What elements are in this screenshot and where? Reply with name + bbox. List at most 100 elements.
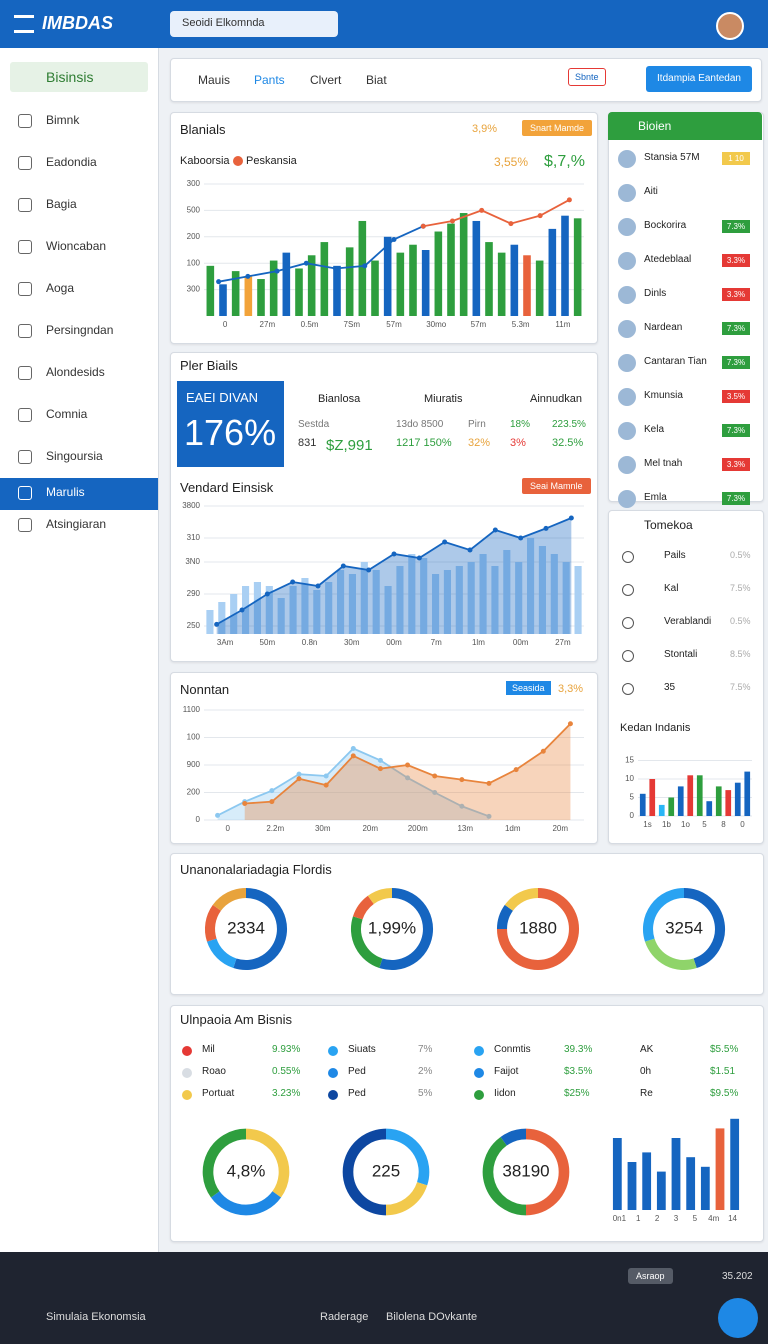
point [567,721,573,727]
bar [562,562,570,634]
bar [497,252,506,316]
x-tick-label: 00m [513,638,529,647]
bar [443,570,451,634]
nav-item: Bimnk [46,113,80,127]
x-tick-label: 7Sm [344,320,361,329]
legend-swatch [474,1046,484,1056]
person-name: Dinls [644,288,667,299]
bar [658,804,665,816]
bar [715,786,722,816]
menu-icon[interactable] [14,15,34,33]
sidebar-title: Bisinsis [10,62,148,92]
legend-label: Ainnudkan [530,393,582,405]
point [432,773,438,779]
point [269,788,275,794]
bar [360,562,368,634]
legend-swatch [182,1090,192,1100]
bar [269,260,278,316]
panel [170,672,598,844]
badge: 7.3% [722,322,750,335]
avatar[interactable] [716,12,744,40]
nav-icon [18,450,32,464]
badge: Seasida [506,681,551,695]
legend-swatch [474,1090,484,1100]
icon [622,650,634,662]
fab[interactable] [718,1298,758,1338]
point [513,767,519,773]
chart-plot: 0 5 10 15 1s 1b 1o 5 8 0 [625,756,752,829]
bar [257,279,265,316]
cell: 223.5% [552,419,586,430]
legend-swatch [233,156,243,166]
x-tick-label: 27m [555,638,571,647]
donut-label: 225 [372,1161,400,1180]
legend-value: 9.93% [272,1044,301,1055]
point [405,762,411,768]
x-tick-label: 00m [386,638,402,647]
point [479,207,485,213]
point [377,766,383,772]
legend-value: 39.3% [564,1044,593,1055]
avatar [618,388,636,406]
bar [372,570,380,634]
logo: IMBDAS [42,13,113,33]
x-tick-label: 3Am [217,638,234,647]
x-tick-label: 57m [471,320,487,329]
donut-segment [202,1128,247,1198]
legend-label: Siuats [348,1044,376,1055]
nav-item: Atsingiaran [46,517,107,531]
bar [574,566,582,634]
bar [206,265,215,316]
bar [333,265,341,316]
cell: 3% [510,437,526,449]
badge: 3.5% [722,390,750,403]
nav-icon [18,240,32,254]
cell: Sestda [298,419,330,430]
legend-swatch [474,1068,484,1078]
donut-segment [500,1128,527,1146]
bar [687,775,694,816]
nav-icon [18,198,32,212]
legend-swatch [328,1068,338,1078]
y-tick-label: 3800 [182,501,200,510]
badge: 7.3% [722,356,750,369]
donut-segment [204,904,222,942]
donut-label: 1880 [519,918,557,937]
y-tick-label: 0 [630,811,635,820]
point [391,236,397,242]
legend-label: Kaboorsia [180,155,230,167]
donut-segment [642,887,685,942]
area [216,518,572,634]
legend-label: Portuat [202,1088,235,1099]
badge: 7.3% [722,220,750,233]
legend-label: Iidon [494,1088,516,1099]
area [217,748,490,820]
y-tick-label: 310 [187,533,201,542]
nav-icon [18,366,32,380]
donut-segment [245,1128,290,1198]
donut-segment [504,887,539,912]
point [543,525,549,531]
nav-icon [18,324,32,338]
x-tick-label: 0.5m [301,320,319,329]
item-name: Verablandi [664,616,712,627]
line [423,199,570,228]
avatar [618,184,636,202]
search-box[interactable] [170,11,338,37]
x-tick-label: 4m [708,1214,719,1223]
bar [421,250,430,316]
person-name: Emla [644,492,667,503]
y-tick-label: 100 [187,733,201,742]
bar [371,260,379,316]
x-tick-label: 50m [260,638,276,647]
stat: 3,3% [558,683,584,695]
donut-segment [496,887,580,971]
bar [503,550,511,634]
point [333,265,339,271]
bar [358,220,367,316]
legend-value: $3.5% [564,1066,593,1077]
point [340,563,346,569]
tab: Pants [254,73,285,87]
bar [467,562,475,634]
point [323,782,329,788]
